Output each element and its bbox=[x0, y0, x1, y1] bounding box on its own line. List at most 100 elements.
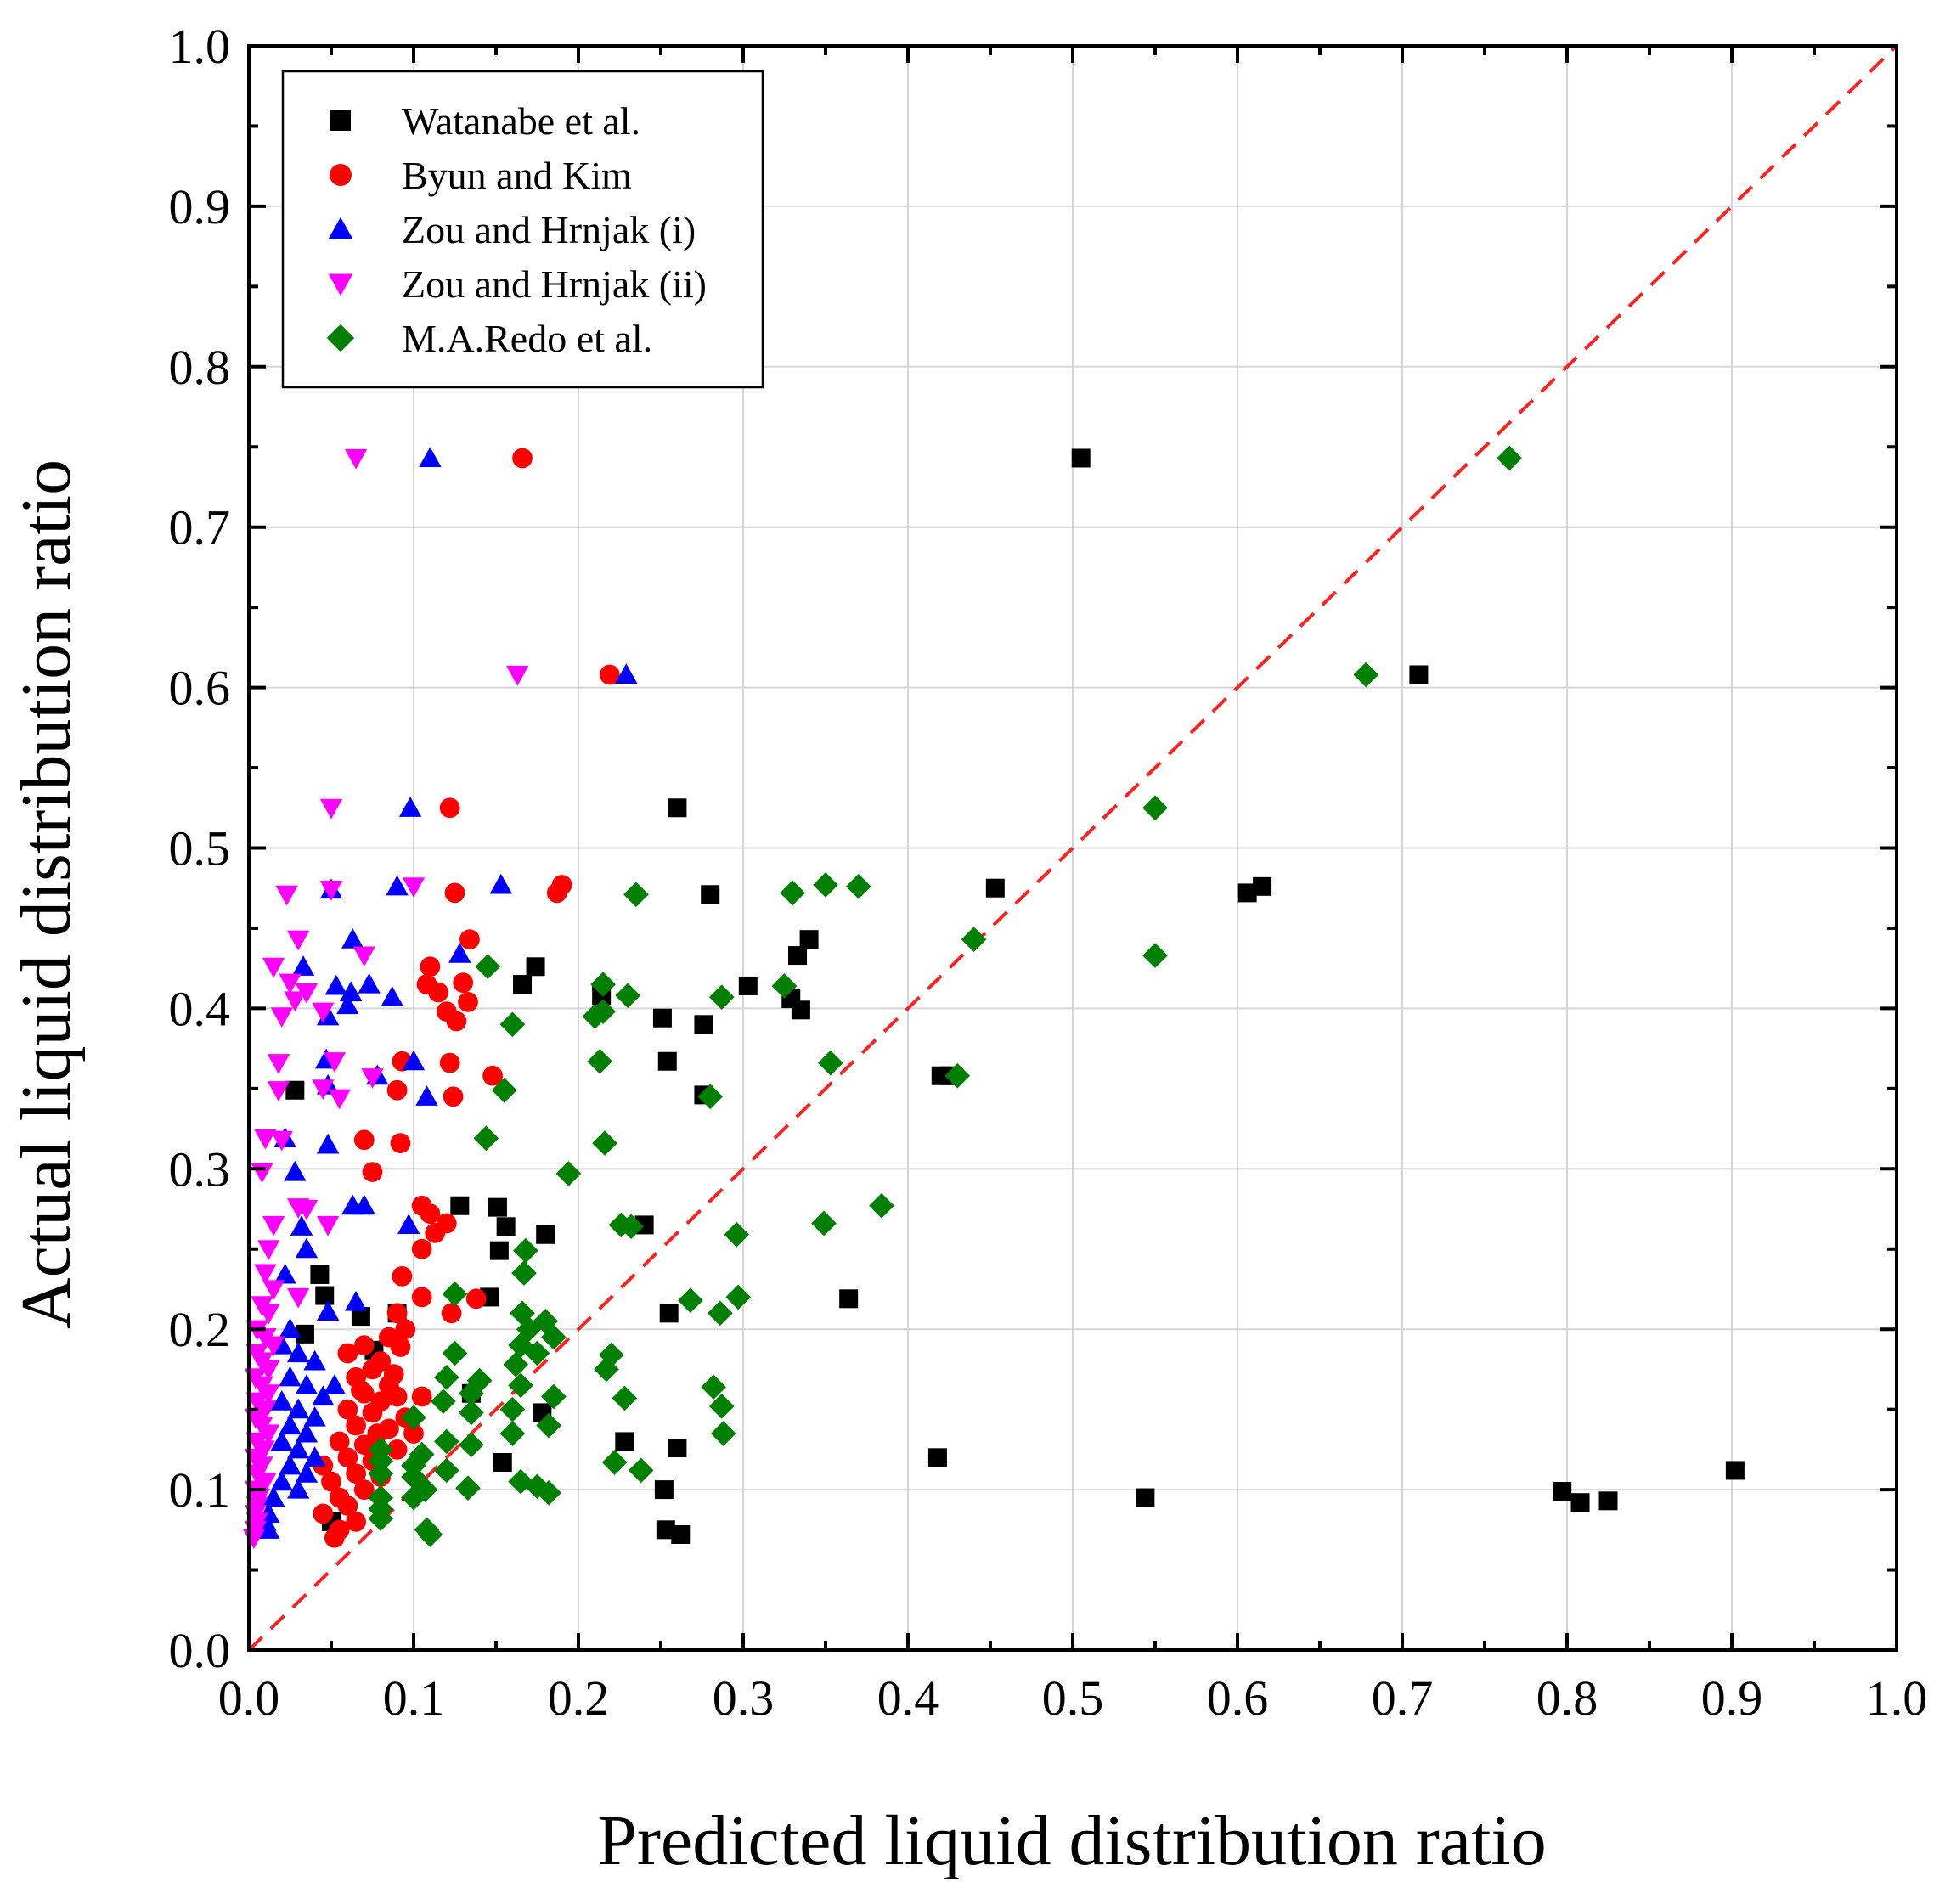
data-point-triangle-down bbox=[287, 1287, 310, 1309]
data-point-triangle-down bbox=[402, 877, 426, 898]
data-point-triangle-down bbox=[361, 1068, 384, 1089]
data-point-diamond bbox=[555, 1161, 582, 1186]
data-point-triangle-up bbox=[257, 1518, 280, 1539]
data-point-circle bbox=[367, 1423, 388, 1444]
data-point-diamond bbox=[869, 1192, 894, 1219]
data-point-circle bbox=[337, 1447, 358, 1468]
data-point-triangle-down bbox=[254, 1129, 277, 1150]
x-tick-label: 0.5 bbox=[1042, 1670, 1104, 1726]
data-point-circle bbox=[482, 1065, 503, 1086]
data-point-square bbox=[1570, 1493, 1590, 1512]
data-point-triangle-up bbox=[287, 1478, 310, 1499]
data-point-circle bbox=[351, 1380, 371, 1400]
legend: Watanabe et al. Byun and Kim Zou and Hrnja… bbox=[281, 70, 764, 389]
data-point-diamond bbox=[592, 1130, 617, 1156]
data-point-diamond bbox=[536, 1412, 561, 1439]
data-point-circle bbox=[353, 1129, 375, 1151]
data-point-diamond bbox=[697, 1084, 724, 1110]
data-point-diamond bbox=[944, 1062, 971, 1089]
data-point-diamond bbox=[491, 1077, 517, 1103]
data-point-triangle-up bbox=[336, 994, 359, 1015]
data-point-diamond bbox=[780, 880, 806, 906]
data-point-diamond bbox=[1142, 795, 1168, 821]
data-point-diamond bbox=[417, 1522, 443, 1547]
data-point-circle bbox=[599, 664, 620, 685]
x-tick-label: 0.9 bbox=[1701, 1670, 1763, 1726]
data-point-triangle-up bbox=[279, 1318, 302, 1338]
data-point-diamond bbox=[524, 1340, 550, 1366]
data-point-square bbox=[295, 1324, 314, 1344]
data-point-diamond bbox=[459, 1400, 484, 1426]
data-point-diamond bbox=[508, 1468, 533, 1495]
data-point-diamond bbox=[813, 872, 838, 898]
data-point-diamond bbox=[771, 973, 798, 999]
data-point-circle bbox=[353, 1335, 375, 1355]
data-point-circle bbox=[390, 1133, 411, 1153]
legend-label: Byun and Kim bbox=[402, 154, 632, 197]
data-point-diamond bbox=[678, 1287, 703, 1314]
data-point-triangle-up bbox=[415, 1085, 438, 1106]
series-triangle-up bbox=[254, 447, 638, 1539]
data-point-square bbox=[488, 1197, 507, 1217]
data-point-diamond bbox=[368, 1506, 394, 1531]
data-point-square bbox=[1253, 876, 1272, 896]
data-points bbox=[242, 445, 1745, 1549]
data-point-circle bbox=[392, 1265, 413, 1287]
data-point-triangle-down bbox=[267, 1081, 290, 1101]
data-point-square bbox=[701, 885, 720, 904]
data-point-triangle-up bbox=[397, 1214, 420, 1234]
data-point-square bbox=[694, 1015, 713, 1034]
data-point-triangle-up bbox=[295, 1422, 319, 1443]
data-point-triangle-up bbox=[262, 1486, 285, 1507]
data-point-triangle-down bbox=[506, 665, 529, 686]
data-point-diamond bbox=[508, 1372, 533, 1399]
y-tick-label: 0.8 bbox=[169, 340, 231, 395]
data-point-square bbox=[659, 1304, 679, 1323]
legend-label: Zou and Hrnjak (i) bbox=[402, 208, 696, 251]
data-point-diamond bbox=[1142, 943, 1168, 968]
data-point-triangle-up bbox=[448, 942, 471, 963]
data-point-diamond bbox=[845, 873, 871, 899]
data-point-triangle-down bbox=[257, 1384, 280, 1405]
data-point-triangle-down bbox=[262, 957, 285, 978]
y-tick-label: 0.7 bbox=[169, 500, 231, 555]
data-point-diamond bbox=[524, 1473, 550, 1500]
data-point-circle bbox=[362, 1162, 383, 1182]
data-point-circle bbox=[411, 1287, 432, 1308]
data-point-diamond bbox=[612, 1385, 638, 1411]
y-tick-label: 0.4 bbox=[169, 981, 231, 1036]
data-point-diamond bbox=[503, 1351, 529, 1377]
data-point-diamond bbox=[455, 1475, 481, 1501]
data-point-square bbox=[285, 1080, 305, 1100]
data-point-square bbox=[671, 1524, 691, 1544]
data-point-square bbox=[450, 1196, 470, 1215]
data-point-diamond bbox=[708, 1394, 735, 1419]
data-point-diamond bbox=[590, 972, 616, 997]
legend-marker-diamond bbox=[326, 324, 355, 352]
data-point-circle bbox=[324, 1527, 345, 1548]
data-point-circle bbox=[386, 1439, 408, 1460]
data-point-square bbox=[668, 798, 687, 818]
legend-item: Zou and Hrnjak (i) bbox=[328, 208, 696, 251]
data-point-square bbox=[738, 976, 758, 995]
data-point-diamond bbox=[409, 1441, 435, 1467]
data-point-circle bbox=[444, 882, 465, 904]
data-point-circle bbox=[420, 1203, 441, 1225]
data-point-square bbox=[1136, 1488, 1155, 1507]
legend-marker-square bbox=[330, 110, 351, 131]
data-point-diamond bbox=[541, 1383, 567, 1410]
data-point-triangle-up bbox=[295, 1374, 319, 1394]
data-point-triangle-up bbox=[284, 1160, 307, 1181]
data-point-triangle-down bbox=[275, 885, 298, 906]
data-point-circle bbox=[428, 982, 448, 1003]
data-point-triangle-up bbox=[381, 985, 403, 1006]
data-point-triangle-up bbox=[291, 955, 315, 976]
x-tick-label: 0.0 bbox=[218, 1670, 280, 1726]
data-point-square bbox=[496, 1217, 516, 1236]
y-tick-label: 0.2 bbox=[169, 1302, 231, 1357]
data-point-triangle-up bbox=[344, 1290, 368, 1311]
x-tick-label: 0.2 bbox=[548, 1670, 610, 1726]
grid bbox=[249, 46, 1897, 1650]
data-point-triangle-up bbox=[270, 1470, 293, 1491]
